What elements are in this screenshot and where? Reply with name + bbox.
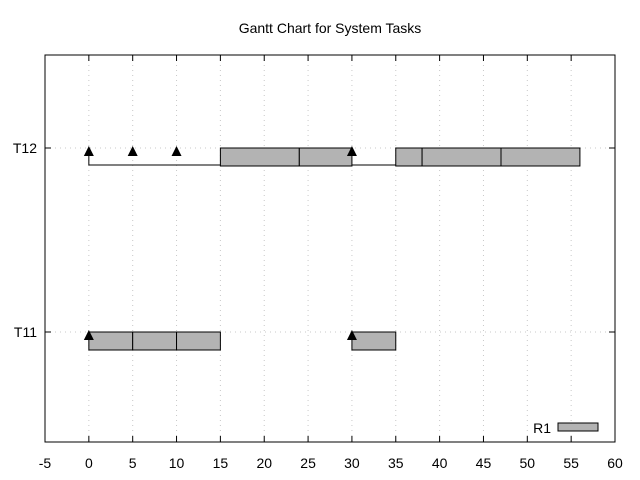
release-marker <box>346 330 357 340</box>
gantt-bar <box>132 331 178 351</box>
gantt-bar <box>88 331 134 351</box>
axes: -5 0 5 10 15 20 25 30 35 40 45 50 55 60 T11 T12 <box>13 55 623 471</box>
chart-title: Gantt Chart for System Tasks <box>239 20 422 36</box>
x-tick-label: -5 <box>39 455 52 471</box>
gantt-bar <box>500 147 581 167</box>
x-tick-label: 0 <box>85 455 93 471</box>
release-marker <box>83 330 94 340</box>
bars <box>88 147 581 351</box>
x-tick-label: 5 <box>129 455 137 471</box>
plot-frame <box>44 54 616 443</box>
release-marker <box>83 146 94 156</box>
x-tick-label: 10 <box>169 455 185 471</box>
gantt-bar <box>176 331 221 351</box>
legend-label: R1 <box>533 420 551 436</box>
y-tick-label: T11 <box>14 324 37 340</box>
grid <box>45 55 615 442</box>
gantt-bar <box>395 147 423 167</box>
x-tick-label: 20 <box>256 455 272 471</box>
release-markers <box>83 146 357 340</box>
x-tick-label: 35 <box>388 455 404 471</box>
x-tick-label: 45 <box>476 455 492 471</box>
y-tick-label: T12 <box>13 140 37 156</box>
gantt-bar <box>298 147 353 167</box>
x-tick-label: 60 <box>607 455 623 471</box>
x-tick-label: 50 <box>520 455 536 471</box>
release-marker <box>171 146 182 156</box>
gantt-bar <box>219 147 300 167</box>
release-marker <box>127 146 138 156</box>
x-tick-label: 55 <box>563 455 579 471</box>
gantt-bar <box>421 147 502 167</box>
gantt-bar <box>351 331 397 351</box>
x-tick-label: 30 <box>344 455 360 471</box>
legend-swatch <box>557 422 599 432</box>
x-tick-label: 25 <box>300 455 316 471</box>
x-tick-label: 40 <box>432 455 448 471</box>
release-marker <box>346 146 357 156</box>
x-tick-label: 15 <box>213 455 229 471</box>
legend: R1 <box>533 420 599 436</box>
